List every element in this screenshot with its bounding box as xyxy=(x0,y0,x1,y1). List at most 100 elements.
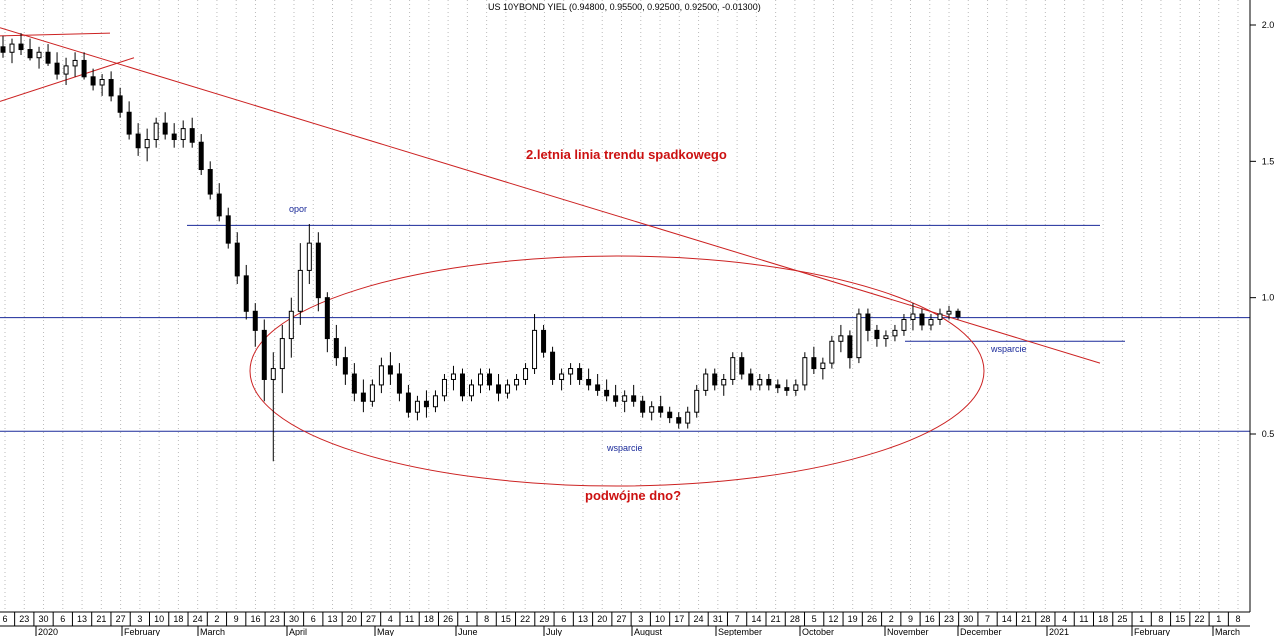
candle xyxy=(559,368,565,391)
candle xyxy=(162,112,168,140)
candle xyxy=(739,352,745,380)
month-label: March xyxy=(200,627,225,636)
candle xyxy=(640,395,646,418)
candle-body xyxy=(721,378,727,386)
candle-body xyxy=(243,275,249,312)
candle xyxy=(36,46,42,69)
candle xyxy=(18,33,24,55)
x-tick-label: 23 xyxy=(270,614,280,624)
x-tick-label: 11 xyxy=(1079,614,1088,624)
candle xyxy=(189,117,195,148)
x-tick-label: 13 xyxy=(77,614,87,624)
candle-body xyxy=(189,128,195,143)
candle-body xyxy=(487,373,493,386)
x-tick-label: 21 xyxy=(1021,614,1031,624)
candle xyxy=(180,120,186,148)
annotation-support-bottom-text: wsparcie xyxy=(606,443,643,453)
candle-body xyxy=(631,395,637,402)
x-tick-label: 3 xyxy=(638,614,643,624)
candle xyxy=(532,314,538,375)
candle xyxy=(928,314,934,331)
x-tick-label: 18 xyxy=(173,614,183,624)
trend-line xyxy=(0,57,135,102)
candle-body xyxy=(324,297,330,340)
candle xyxy=(414,395,420,421)
candle xyxy=(541,324,547,358)
candle-body xyxy=(117,95,123,113)
x-tick-label: 14 xyxy=(1002,614,1012,624)
x-tick-label: 27 xyxy=(116,614,126,624)
candle-body xyxy=(667,411,673,419)
candle xyxy=(441,374,447,402)
candle xyxy=(703,368,709,396)
candle-body xyxy=(468,384,474,397)
candle xyxy=(324,292,330,353)
trend-line xyxy=(0,32,111,37)
candle-body xyxy=(640,400,646,413)
candle-body xyxy=(27,49,33,59)
x-tick-label: 8 xyxy=(1235,614,1240,624)
candle-body xyxy=(892,329,898,337)
candle xyxy=(135,123,141,156)
candle-body xyxy=(784,387,790,391)
candle-body xyxy=(261,329,267,380)
candle-body xyxy=(838,335,844,342)
candle-body xyxy=(180,128,186,141)
x-tick-label: 24 xyxy=(694,614,704,624)
candle-body xyxy=(694,389,700,413)
candle xyxy=(883,330,889,347)
candle xyxy=(126,101,132,140)
candle xyxy=(252,303,258,347)
x-tick-label: 21 xyxy=(771,614,781,624)
candle xyxy=(54,52,60,80)
x-tick-label: 24 xyxy=(193,614,203,624)
x-tick-label: 21 xyxy=(96,614,106,624)
candle-body xyxy=(748,373,754,386)
candle-body xyxy=(811,357,817,370)
x-tick-label: 1 xyxy=(1216,614,1221,624)
candle xyxy=(225,207,231,249)
x-tick-label: 15 xyxy=(501,614,511,624)
month-label: March xyxy=(1215,627,1240,636)
candle xyxy=(333,324,339,366)
annotation-support-right-text: wsparcie xyxy=(990,344,1027,354)
candle-body xyxy=(802,357,808,386)
candle xyxy=(748,368,754,391)
candle-body xyxy=(955,310,961,318)
candle-body xyxy=(54,62,60,75)
candle-body xyxy=(532,329,538,370)
candle xyxy=(117,87,123,118)
support-resistance-levels xyxy=(0,224,1250,432)
x-tick-label: 6 xyxy=(311,614,316,624)
candle-body xyxy=(577,368,583,380)
y-tick-label: 1.0 xyxy=(1262,293,1275,303)
candle xyxy=(459,368,465,402)
x-tick-label: 6 xyxy=(561,614,566,624)
candle-body xyxy=(622,395,628,402)
x-tick-label: 7 xyxy=(985,614,990,624)
candle xyxy=(144,128,150,162)
candle-body xyxy=(874,329,880,340)
candle xyxy=(279,324,285,394)
candle-body xyxy=(234,242,240,277)
candle-body xyxy=(505,384,511,394)
candle-body xyxy=(252,310,258,331)
x-tick-label: 19 xyxy=(848,614,858,624)
candle-body xyxy=(523,368,529,380)
candle xyxy=(405,384,411,418)
candle xyxy=(766,374,772,391)
candle-body xyxy=(703,373,709,391)
candle xyxy=(856,308,862,364)
month-label: August xyxy=(634,627,663,636)
candle xyxy=(478,368,483,394)
x-tick-label: 20 xyxy=(347,614,357,624)
candle-body xyxy=(162,122,168,135)
candle-body xyxy=(649,406,655,413)
y-axis: 2.0 1.5 1.0 0.5 xyxy=(1250,20,1274,439)
candle-body xyxy=(45,51,51,64)
candle-body xyxy=(757,378,763,386)
candle xyxy=(351,363,357,402)
x-tick-label: 2 xyxy=(889,614,894,624)
candle xyxy=(423,390,429,418)
